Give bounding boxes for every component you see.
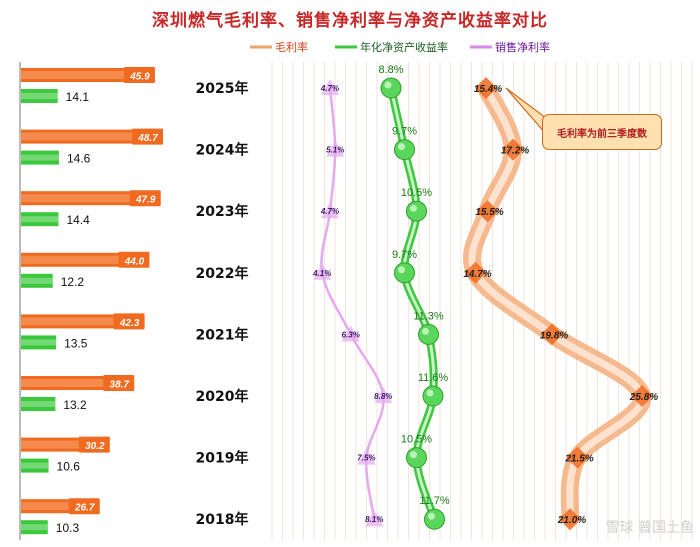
label-npm-0: 4.7% (320, 84, 339, 93)
point-roe-3 (394, 262, 415, 284)
label-npm-5: 8.8% (374, 392, 392, 401)
annotation-callout: 毛利率为前三季度数 (542, 114, 662, 150)
bar-green-label-5: 13.2 (63, 398, 87, 412)
series-points: 15.4% 17.2% 15.5% 14.7% 19.8% 25.8% 21.5% 21.0%… (312, 64, 658, 531)
point-roe-7 (424, 508, 445, 530)
bar-orange-label-3: 44.0 (124, 256, 145, 267)
label-roe-1: 9.7% (392, 126, 417, 138)
label-gross-3: 14.7% (463, 269, 491, 280)
legend-npm: 销售净利率 (495, 40, 550, 54)
label-roe-0: 8.8% (378, 64, 403, 76)
label-gross-7: 21.0% (557, 515, 586, 526)
label-gross-0: 15.4% (474, 84, 502, 95)
label-gross-1: 17.2% (501, 146, 529, 157)
point-npm-0 (321, 79, 339, 95)
line-net-margin (320, 87, 385, 520)
bar-green-label-1: 14.6 (67, 152, 91, 166)
label-npm-7: 8.1% (365, 515, 383, 524)
point-roe-1 (394, 139, 415, 161)
legend-gross: 毛利率 (275, 40, 308, 54)
label-npm-1: 5.1% (326, 146, 344, 155)
point-gross-5 (631, 385, 653, 407)
label-gross-6: 21.5% (564, 454, 593, 465)
point-roe-0 (380, 77, 402, 99)
line-gross-margin (462, 83, 652, 521)
chart-title: 深圳燃气毛利率、销售净利率与净资产收益率对比 (152, 11, 548, 31)
label-roe-4: 11.3% (413, 310, 444, 322)
year-label-2: 2023年 (196, 203, 249, 220)
point-roe-4 (418, 323, 439, 345)
bar-orange-label-0: 45.9 (129, 72, 150, 83)
label-gross-2: 15.5% (475, 207, 503, 218)
point-npm-2 (321, 202, 339, 219)
point-gross-1 (502, 138, 524, 161)
point-gross-6 (566, 446, 589, 469)
year-label-4: 2021年 (196, 326, 249, 343)
bar-green-label-7: 10.3 (56, 521, 80, 535)
point-roe-2 (406, 200, 427, 222)
label-gross-5: 25.8% (629, 392, 658, 403)
year-label-1: 2024年 (196, 142, 249, 159)
point-roe-6 (406, 447, 427, 469)
label-gross-4: 19.8% (540, 330, 568, 341)
bar-green-label-3: 12.2 (61, 275, 85, 289)
year-label-6: 2019年 (196, 450, 249, 467)
label-roe-5: 11.6% (418, 372, 449, 384)
point-roe-5 (422, 385, 444, 407)
bar-green-label-0: 14.1 (66, 90, 90, 104)
year-label-5: 2020年 (196, 388, 249, 405)
label-roe-2: 10.5% (401, 187, 432, 199)
point-gross-4 (541, 323, 563, 346)
series-lines (320, 83, 652, 521)
point-gross-0 (475, 77, 497, 99)
bar-orange-label-4: 42.3 (119, 318, 140, 329)
label-roe-7: 11.7% (419, 495, 450, 507)
bar-green-label-6: 10.6 (57, 460, 81, 474)
bar-orange-label-1: 48.7 (137, 133, 158, 144)
legend: 毛利率 年化净资产收益率 销售净利率 (250, 40, 550, 54)
point-gross-2 (476, 200, 499, 223)
point-gross-3 (464, 261, 487, 284)
left-bars: 45.9 48.7 47.9 44.0 42.3 38.7 30.2 26.7 14.1 14.6… (21, 67, 163, 535)
point-npm-5 (374, 387, 393, 403)
year-label-3: 2022年 (196, 265, 249, 282)
bar-orange-label-7: 26.7 (74, 503, 95, 514)
bar-green-label-2: 14.4 (66, 213, 90, 227)
label-npm-4: 6.3% (342, 330, 360, 339)
legend-roe: 年化净资产收益率 (360, 40, 448, 54)
label-npm-2: 4.7% (320, 207, 339, 216)
label-npm-3: 4.1% (312, 269, 331, 278)
bar-green-label-4: 13.5 (64, 336, 88, 350)
bar-orange-label-2: 47.9 (135, 195, 156, 206)
point-npm-1 (326, 140, 345, 157)
point-npm-4 (341, 325, 360, 342)
year-label-7: 2018年 (196, 511, 249, 528)
point-npm-6 (357, 448, 376, 465)
bar-orange-label-6: 30.2 (85, 441, 105, 452)
year-labels: 2025年 2024年 2023年 2022年 2021年 2020年 2019年 2018年 (196, 80, 249, 528)
watermark: 雪球 普国土鱼 (605, 520, 694, 536)
point-gross-7 (559, 508, 581, 531)
label-roe-6: 10.5% (401, 434, 432, 446)
bar-orange-label-5: 38.7 (110, 380, 130, 391)
year-label-0: 2025年 (196, 80, 249, 97)
point-npm-7 (365, 510, 384, 527)
label-npm-6: 7.5% (357, 454, 375, 463)
label-roe-3: 9.7% (392, 249, 417, 261)
point-npm-3 (313, 263, 332, 280)
